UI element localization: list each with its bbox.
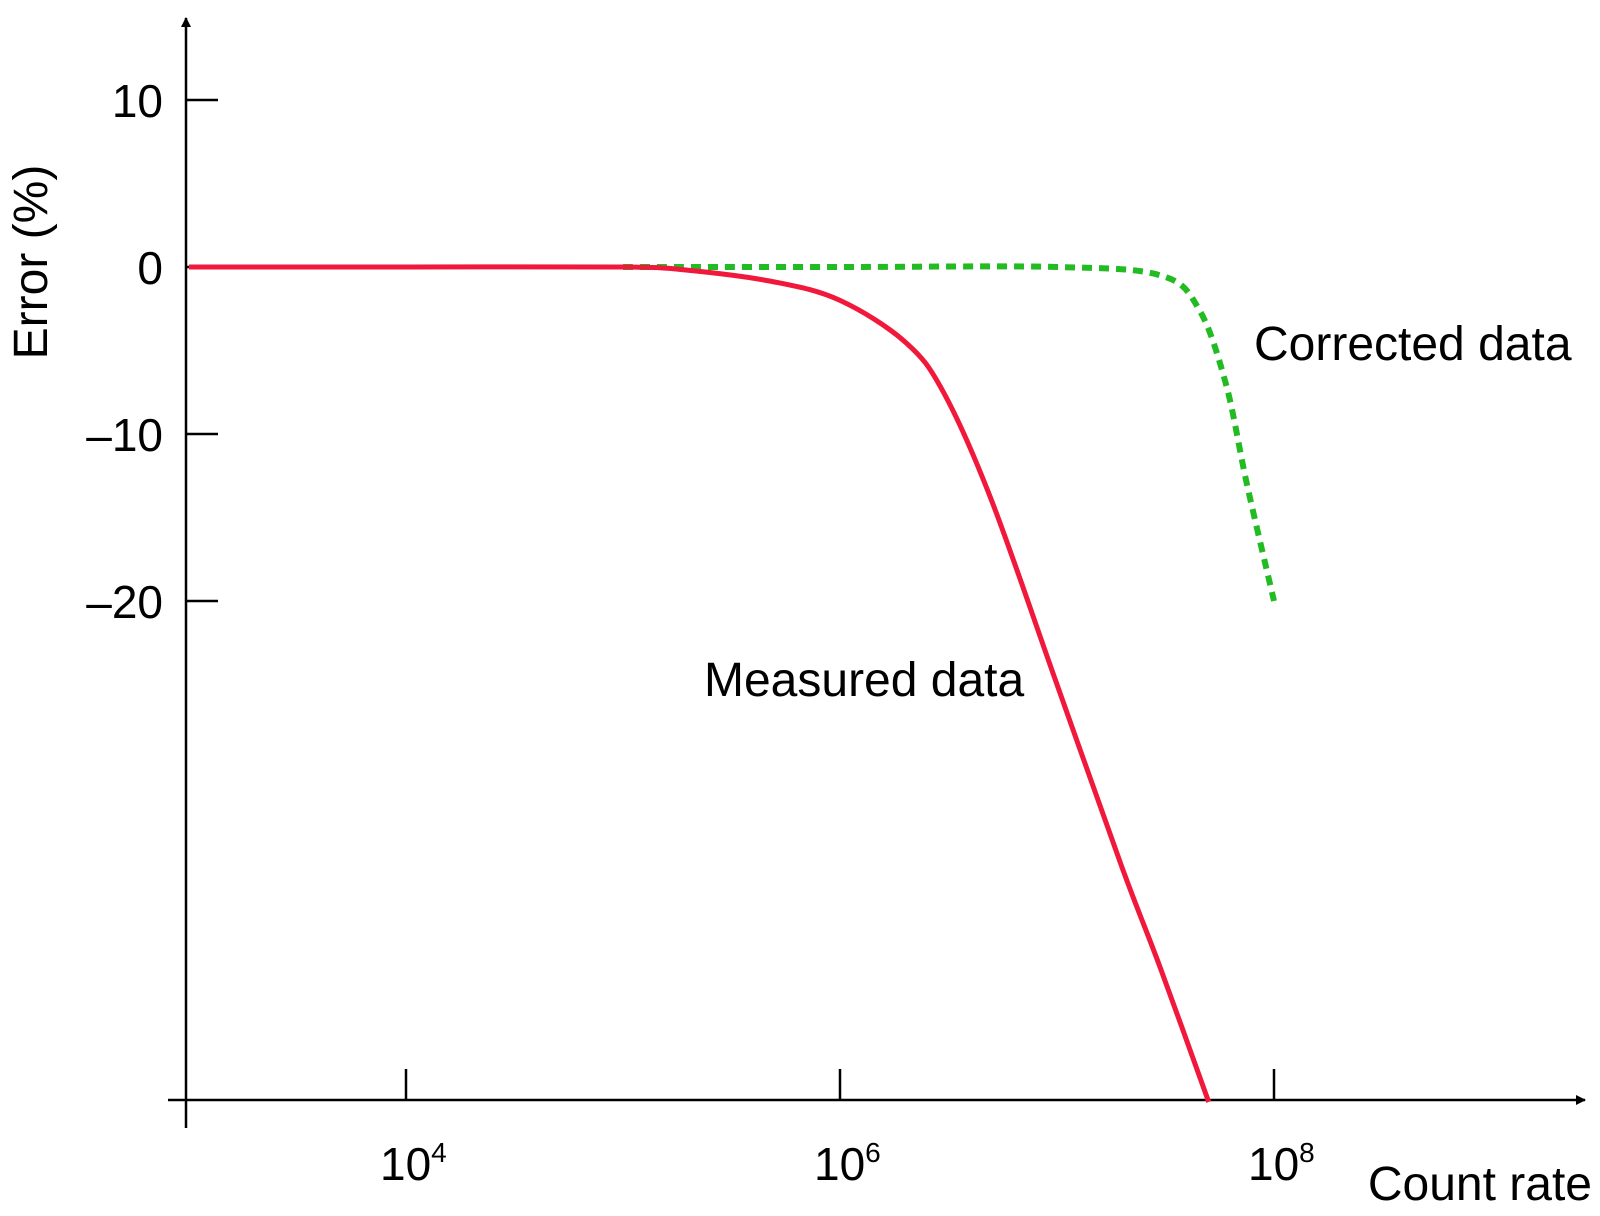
x-tick-label: 104 [380, 1137, 447, 1190]
y-tick-label: –10 [86, 409, 163, 461]
axes: 10 0 –10 –20 104 106 108 [86, 17, 1586, 1190]
plot-area [188, 263, 1277, 1103]
x-tick-label: 108 [1248, 1137, 1315, 1190]
corrected-data-line [622, 263, 1277, 602]
measured-data-line [188, 264, 1212, 1103]
corrected-data-label: Corrected data [1254, 318, 1572, 371]
y-axis-label: Error (%) [5, 165, 58, 360]
y-tick-label: 0 [137, 242, 163, 294]
y-tick-label: 10 [112, 75, 163, 127]
measured-data-label: Measured data [704, 654, 1025, 707]
x-axis-label: Count rate [1368, 1158, 1592, 1211]
y-tick-label: –20 [86, 576, 163, 628]
x-tick-label: 106 [814, 1137, 881, 1190]
labels: Count rate Error (%) Corrected data Meas… [5, 165, 1592, 1211]
